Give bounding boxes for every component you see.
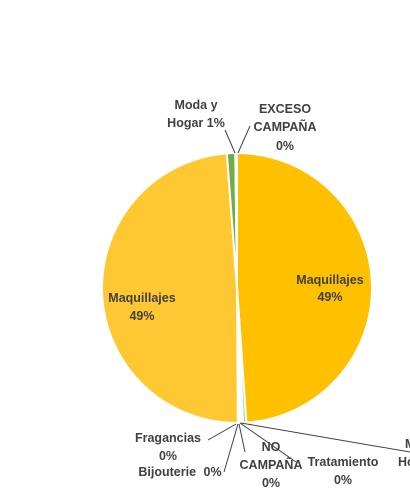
label-maquillajes-left-value: 49% <box>129 309 154 323</box>
leader-line-exceso <box>237 125 251 154</box>
leader-line-bijouterie <box>223 423 239 473</box>
label-bijouterie: Bijouterie 0% <box>138 465 221 479</box>
label-maquillajes-left-name: Maquillajes <box>108 291 175 305</box>
label-no-campana-name-1: NO <box>262 440 281 454</box>
label-moda-value: Hogar 1% <box>167 116 225 130</box>
label-moda-name-1: Moda y <box>174 98 217 112</box>
pie-slice-0 <box>236 151 374 424</box>
data-labels: Moda y Hogar 1% EXCESO 0% Maquillajes 49… <box>108 98 410 490</box>
label-exceso-value: 0% <box>276 139 294 153</box>
label-fragancias-name: Fragancias <box>135 431 201 445</box>
label-bijouterie-name: Bijouterie <box>138 465 196 479</box>
label-no-campana-name-2: CAMPAÑA <box>240 457 303 472</box>
leader-line-no-campana <box>238 423 246 453</box>
label-tratamiento-value: 0% <box>334 473 352 487</box>
pie-slices <box>101 151 374 425</box>
label-tratamiento-name: Tratamiento <box>308 455 379 469</box>
label-exceso-name: EXCESO <box>259 102 311 116</box>
pie-slice-5 <box>101 152 239 424</box>
label-cutoff-line1: M <box>405 437 410 451</box>
pie-slice-7 <box>234 151 238 289</box>
label-cutoff-line2: Ho <box>398 455 410 469</box>
leader-line-tratamiento <box>239 422 297 463</box>
label-bijouterie-value: 0% <box>204 465 222 479</box>
label-exceso-name-2: CAMPAÑA <box>254 119 317 134</box>
label-maquillajes-right-name: Maquillajes <box>296 273 363 287</box>
leader-line-fragancias <box>207 423 237 441</box>
label-maquillajes-right-value: 49% <box>317 290 342 304</box>
leader-line-cutoff <box>240 422 410 453</box>
label-fragancias-value: 0% <box>159 449 177 463</box>
label-no-campana-value: 0% <box>262 476 280 490</box>
leader-lines <box>207 125 410 473</box>
leader-line-moda <box>224 129 236 154</box>
